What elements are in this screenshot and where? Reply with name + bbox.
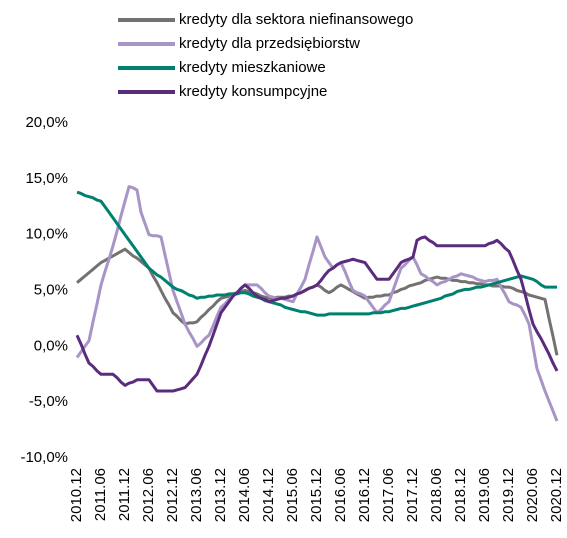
x-tick-label: 2016.06: [332, 468, 349, 522]
legend-label: kredyty dla przedsiębiorstw: [179, 35, 360, 52]
x-tick-label: 2012.12: [164, 468, 181, 522]
x-tick-label: 2019.06: [476, 468, 493, 522]
x-tick-label: 2020.12: [548, 468, 565, 522]
legend-label: kredyty dla sektora niefinansowego: [179, 11, 413, 28]
legend-label: kredyty konsumpcyjne: [179, 83, 327, 100]
series-line: [75, 235, 559, 393]
y-tick-label: 10,0%: [25, 226, 68, 243]
x-tick-label: 2017.12: [404, 468, 421, 522]
x-tick-label: 2011.06: [92, 468, 109, 521]
series-line: [75, 185, 559, 422]
x-tick-label: 2013.06: [188, 468, 205, 522]
x-tick-label: 2018.06: [428, 468, 445, 522]
x-tick-label: 2018.12: [452, 468, 469, 522]
x-tick-label: 2011.12: [116, 468, 133, 521]
x-tick-label: 2014.06: [236, 468, 253, 522]
x-tick-label: 2014.12: [260, 468, 277, 522]
x-tick-label: 2020.06: [524, 468, 541, 522]
series-line: [76, 247, 559, 356]
x-tick-label: 2015.12: [308, 468, 325, 522]
y-tick-label: -10,0%: [20, 449, 68, 466]
x-tick-label: 2017.06: [380, 468, 397, 522]
x-tick-label: 2019.12: [500, 468, 517, 522]
y-tick-label: 5,0%: [34, 281, 68, 298]
y-tick-label: 15,0%: [25, 170, 68, 187]
y-tick-label: -5,0%: [29, 393, 68, 410]
x-tick-label: 2010.12: [68, 468, 85, 522]
y-tick-label: 0,0%: [34, 337, 68, 354]
x-tick-label: 2013.12: [212, 468, 229, 522]
x-tick-label: 2012.06: [140, 468, 157, 522]
x-tick-label: 2015.06: [284, 468, 301, 522]
legend-label: kredyty mieszkaniowe: [179, 59, 326, 76]
series-line: [76, 190, 557, 317]
x-tick-label: 2016.12: [356, 468, 373, 522]
y-tick-label: 20,0%: [25, 114, 68, 131]
